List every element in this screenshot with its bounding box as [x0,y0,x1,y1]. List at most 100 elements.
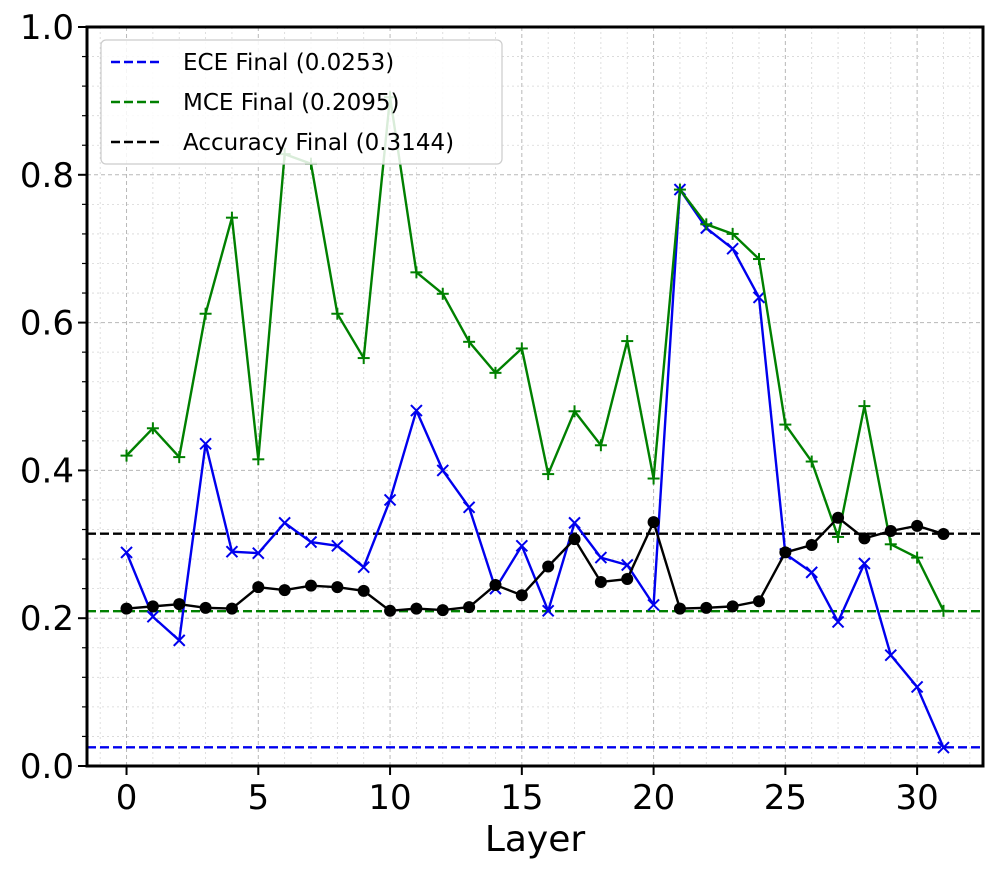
data-point-x-marker [568,516,581,530]
axis-ticks: 0 5 10 15 20 25 30 0.0 0.2 0.4 0.6 0.8 1.0 [20,8,939,818]
data-point-x-marker [410,404,423,417]
data-point-circle-marker [305,579,317,592]
y-tick-label: 0.2 [20,599,74,639]
y-tick-label: 0.0 [20,747,74,787]
data-point-plus-marker [858,400,871,413]
legend-entry: Accuracy Final (0.3144) [111,130,454,156]
data-point-circle-marker [911,519,924,532]
data-point-circle-marker [673,602,686,615]
data-point-x-marker [831,615,845,629]
data-point-circle-marker [173,598,186,611]
series-line [125,96,945,612]
data-point-circle-marker [278,584,291,597]
series-line [125,188,945,749]
data-point-plus-marker [436,287,449,300]
data-point-circle-marker [410,602,423,615]
y-tick-label: 0.8 [20,156,74,196]
data-point-plus-marker [779,418,792,431]
legend-entry: MCE Final (0.2095) [111,90,400,116]
legend-label: ECE Final (0.0253) [183,50,394,76]
data-point-circle-marker [805,539,818,552]
data-point-circle-marker [647,516,660,529]
data-point-plus-marker [252,453,265,466]
y-tick-label: 1.0 [20,8,74,48]
data-point-x-marker [304,535,318,549]
legend: ECE Final (0.0253) MCE Final (0.2095) Accu… [100,39,503,165]
data-point-plus-marker [805,455,818,468]
legend-label: MCE Final (0.2095) [183,90,400,116]
data-point-plus-marker [463,335,476,348]
y-tick-label: 0.4 [20,451,74,491]
data-point-x-marker [910,680,924,694]
data-point-plus-marker [542,468,555,481]
data-point-x-marker [383,493,397,507]
x-tick-label: 0 [116,778,138,818]
data-point-x-marker [357,561,370,574]
data-point-circle-marker [436,604,449,617]
data-point-x-marker [884,648,897,662]
x-tick-label: 10 [368,778,411,818]
y-tick-label: 0.6 [20,304,74,344]
x-tick-label: 25 [764,778,807,818]
data-point-circle-marker [937,527,950,540]
data-series [120,91,950,754]
data-point-x-marker [515,539,529,552]
data-point-x-marker [278,516,291,530]
data-point-circle-marker [357,584,370,597]
data-point-plus-marker [146,422,159,435]
data-point-x-marker [726,242,739,255]
data-point-x-marker [436,464,449,477]
data-point-plus-marker [515,342,528,355]
data-point-circle-marker [384,604,397,617]
plot-frame [85,25,985,768]
data-point-plus-marker [937,604,950,617]
data-point-plus-marker [568,405,581,418]
data-point-x-marker [225,545,239,558]
data-point-circle-marker [594,575,607,588]
data-point-x-marker [647,598,660,612]
data-point-circle-marker [884,524,897,537]
data-point-circle-marker [700,601,713,614]
data-point-plus-marker [673,183,686,196]
data-point-plus-marker [753,253,765,266]
data-point-x-marker [541,604,555,618]
data-point-circle-marker [120,602,133,615]
data-point-x-marker [594,551,608,564]
data-point-circle-marker [858,532,871,545]
data-point-circle-marker [463,601,476,614]
data-point-x-marker [199,437,212,451]
data-point-circle-marker [199,601,212,614]
data-point-circle-marker [225,602,238,615]
grid [87,27,983,766]
data-point-plus-marker [911,551,924,564]
data-point-x-marker [252,546,265,560]
data-point-x-marker [462,501,476,514]
data-point-circle-marker [753,595,765,608]
data-point-x-marker [805,566,818,579]
data-point-x-marker [858,557,871,570]
x-tick-label: 15 [500,778,543,818]
x-axis-label: Layer [485,819,586,860]
legend-label: Accuracy Final (0.3144) [183,130,454,156]
x-tick-label: 5 [247,778,269,818]
data-point-plus-marker [832,530,845,543]
data-point-circle-marker [726,600,739,613]
data-point-circle-marker [515,589,528,602]
data-point-plus-marker [120,449,133,462]
data-point-circle-marker [621,573,634,586]
data-point-x-marker [331,539,344,552]
x-tick-label: 20 [632,778,675,818]
legend-entry: ECE Final (0.0253) [111,50,394,76]
data-point-plus-marker [700,218,713,231]
data-point-plus-marker [594,439,607,452]
series-line [126,516,944,613]
legend-box [100,39,503,165]
data-point-plus-marker [647,472,660,485]
data-point-plus-marker [621,335,634,348]
data-point-circle-marker [489,578,502,591]
data-point-circle-marker [832,511,845,524]
data-point-plus-marker [489,366,502,379]
data-point-plus-marker [331,307,344,320]
data-point-circle-marker [331,581,344,594]
